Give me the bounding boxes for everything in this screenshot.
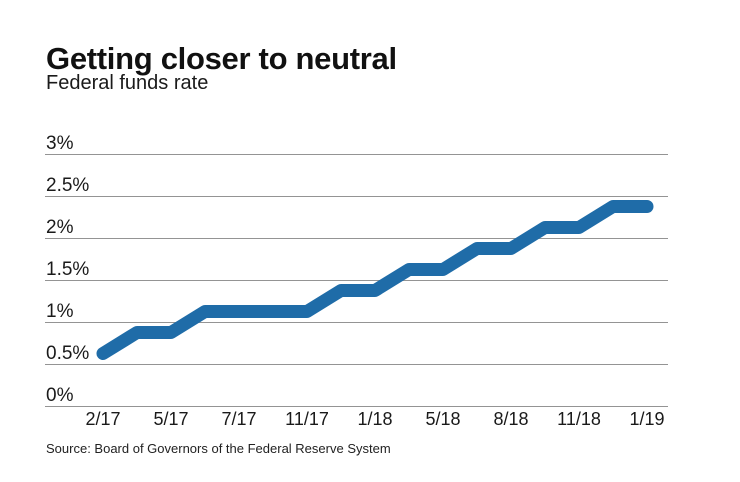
x-tick-label: 5/17 [153, 409, 188, 429]
x-tick-label: 11/18 [557, 409, 601, 429]
x-tick-label: 1/18 [357, 409, 392, 429]
y-tick-label: 2% [46, 217, 74, 238]
x-tick-label: 11/17 [285, 409, 329, 429]
x-tick-label: 2/17 [85, 409, 120, 429]
y-tick-label: 0% [46, 385, 74, 406]
chart-title: Getting closer to neutral [46, 40, 397, 76]
y-tick-label: 0.5% [46, 343, 89, 364]
x-tick-label: 5/18 [425, 409, 460, 429]
chart-subtitle: Federal funds rate [46, 72, 209, 94]
x-tick-label: 1/19 [629, 409, 664, 429]
rate-line [96, 200, 654, 360]
y-tick-label: 3% [46, 133, 74, 154]
gridlines [45, 154, 668, 407]
y-tick-label: 2.5% [46, 175, 89, 196]
source-note: Source: Board of Governors of the Federa… [46, 441, 391, 456]
x-tick-label: 7/17 [221, 409, 256, 429]
x-tick-label: 8/18 [493, 409, 528, 429]
y-tick-label: 1.5% [46, 259, 89, 280]
y-axis-labels: 3% 2.5% 2% 1.5% 1% 0.5% 0% [46, 133, 89, 406]
rate-line-series [96, 200, 654, 360]
y-tick-label: 1% [46, 301, 74, 322]
x-axis-labels: 2/17 5/17 7/17 11/17 1/18 5/18 8/18 11/18 1/19 [85, 409, 664, 429]
